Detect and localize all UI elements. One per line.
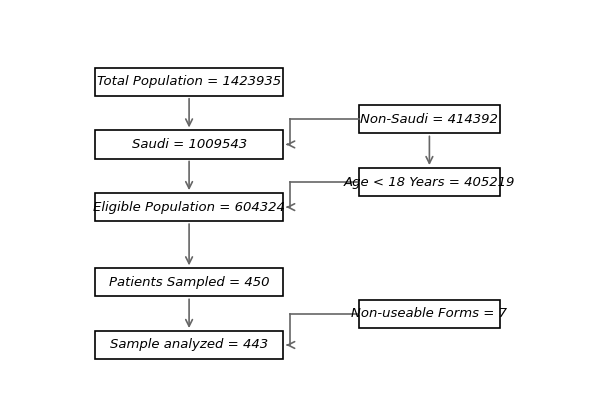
Text: Saudi = 1009543: Saudi = 1009543 <box>131 138 247 151</box>
FancyBboxPatch shape <box>95 193 283 221</box>
Text: Sample analyzed = 443: Sample analyzed = 443 <box>110 339 268 352</box>
Text: Non-useable Forms = 7: Non-useable Forms = 7 <box>351 307 508 320</box>
Text: Age < 18 Years = 405219: Age < 18 Years = 405219 <box>344 175 515 188</box>
Text: Total Population = 1423935: Total Population = 1423935 <box>97 75 281 88</box>
FancyBboxPatch shape <box>359 300 500 328</box>
Text: Patients Sampled = 450: Patients Sampled = 450 <box>109 276 269 289</box>
Text: Non-Saudi = 414392: Non-Saudi = 414392 <box>361 113 499 126</box>
FancyBboxPatch shape <box>95 268 283 296</box>
FancyBboxPatch shape <box>95 331 283 359</box>
FancyBboxPatch shape <box>359 105 500 133</box>
Text: Eligible Population = 604324: Eligible Population = 604324 <box>93 201 285 214</box>
FancyBboxPatch shape <box>95 130 283 158</box>
FancyBboxPatch shape <box>95 68 283 96</box>
FancyBboxPatch shape <box>359 168 500 196</box>
